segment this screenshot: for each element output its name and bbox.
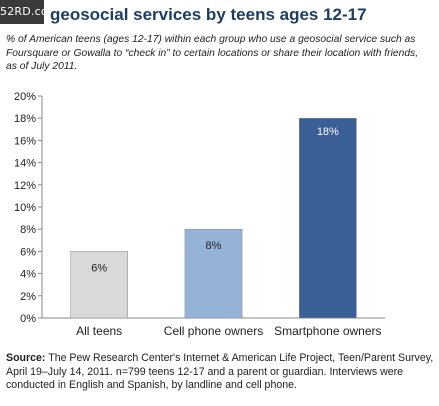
source-text: The Pew Research Center's Internet & Ame…: [6, 352, 434, 392]
data-label: 18%: [317, 126, 339, 138]
bar: [184, 228, 243, 319]
x-category-label: Cell phone owners: [164, 324, 263, 338]
data-labels: 6% 8% 18%: [91, 126, 339, 274]
y-tick-label: 12%: [14, 180, 36, 192]
bar: [70, 251, 129, 319]
y-tick-label: 6%: [20, 246, 36, 258]
x-category-label: Smartphone owners: [274, 324, 381, 338]
source-note: Source: The Pew Research Center's Intern…: [6, 352, 436, 393]
bar: [299, 117, 357, 319]
y-tick-label: 14%: [14, 158, 36, 170]
data-label: 6%: [91, 262, 107, 274]
y-tick-label: 10%: [14, 202, 36, 214]
chart-title: geosocial services by teens ages 12-17: [50, 5, 367, 24]
y-tick-label: 16%: [14, 135, 36, 147]
y-tick-label: 8%: [20, 224, 36, 236]
data-label: 8%: [206, 240, 222, 252]
x-axis-categories: All teens Cell phone owners Smartphone own…: [76, 324, 381, 338]
y-tick-label: 2%: [20, 291, 36, 303]
chart-subtitle: % of American teens (ages 12-17) within …: [6, 34, 419, 72]
source-label: Source:: [6, 352, 46, 364]
watermark: 52RD.com: [0, 0, 59, 24]
y-tick-label: 0%: [20, 313, 36, 325]
y-tick-label: 20%: [14, 91, 36, 103]
x-category-label: All teens: [76, 324, 122, 338]
y-tick-label: 4%: [20, 269, 36, 281]
bars: [70, 117, 357, 319]
y-tick-label: 18%: [14, 113, 36, 125]
